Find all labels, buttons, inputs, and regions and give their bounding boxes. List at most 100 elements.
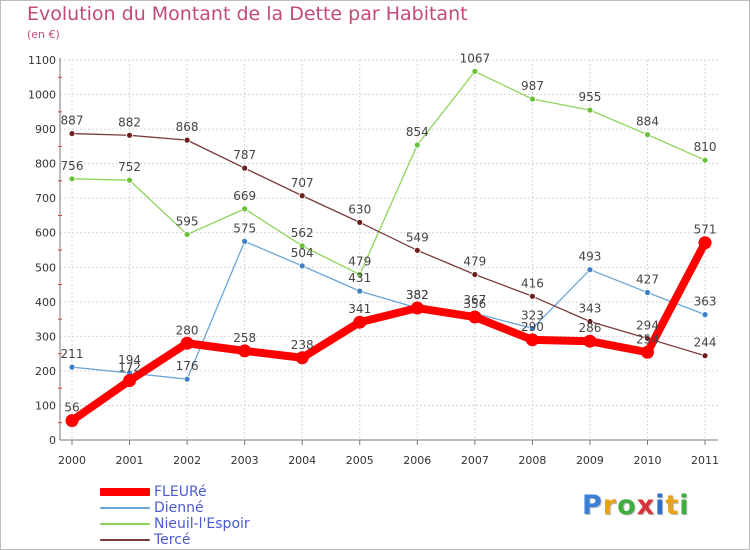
data-point [698,236,712,250]
data-point [126,176,133,184]
data-label: 854 [406,125,429,139]
series-line [71,70,706,276]
unit-label: (en €) [27,28,60,41]
y-tick-label: 0 [49,434,56,447]
legend-swatch [100,507,150,509]
data-point [353,315,367,329]
legend-label: Dienné [154,500,204,516]
data-label: 211 [61,347,84,361]
x-tick-label: 2002 [173,454,201,467]
legend-swatch [100,523,150,525]
y-tick-label: 1000 [28,89,56,102]
data-point [126,131,133,139]
data-label: 194 [118,353,141,367]
axes: 0 100 200 300 400 500 600 700 800 900 1000 1100 2000… [28,54,719,467]
data-label: 504 [291,246,314,260]
x-tick-label: 2007 [461,454,489,467]
data-point [65,414,79,428]
data-point [183,375,191,383]
data-label: 238 [291,338,314,352]
data-label: 810 [694,140,717,154]
chart-title: Evolution du Montant de la Dette par Hab… [27,3,468,25]
data-label: 258 [233,331,256,345]
data-point [183,136,191,144]
legend-item: FLEURé [100,484,250,500]
legend-swatch [100,488,150,496]
data-label: 294 [636,318,659,332]
x-tick-label: 2000 [58,454,86,467]
data-label: 955 [578,90,601,104]
data-point [238,344,252,358]
logo-letter: t [665,490,680,521]
data-label: 172 [118,361,141,375]
logo-letter: x [636,490,656,521]
data-label: 416 [521,276,544,290]
data-point [468,310,482,324]
data-point [586,318,594,325]
data-label: 479 [348,255,371,269]
legend: FLEURé Dienné Nieuil-l'Espoir Tercé [100,484,250,548]
data-label: 290 [521,320,544,334]
legend-item: Nieuil-l'Espoir [100,516,250,532]
data-point [68,175,76,183]
data-label: 382 [406,288,429,302]
legend-label: FLEURé [154,484,207,500]
series-line [71,132,706,357]
grid [60,59,718,440]
data-point [180,336,194,350]
data-point [183,231,191,238]
data-point [701,352,709,360]
data-label: 254 [636,332,659,346]
y-tick-label: 900 [35,123,56,136]
data-point [644,131,651,139]
data-label: 575 [233,221,256,235]
data-point [586,106,594,114]
x-tick-label: 2008 [518,454,546,467]
data-label: 887 [61,114,84,128]
data-label: 669 [233,189,256,203]
data-label: 493 [578,250,601,264]
data-point [241,237,249,245]
logo-letter: i [679,490,690,521]
data-point [241,164,249,172]
data-label: 595 [176,214,199,228]
data-point [413,141,421,149]
legend-label: Tercé [154,532,191,548]
series-line [71,240,706,380]
data-point [525,333,539,347]
data-label: 756 [61,159,84,173]
data-label: 571 [694,223,717,237]
data-label: 549 [406,230,429,244]
data-label: 382 [406,288,429,302]
legend-item: Tercé [100,532,250,548]
logo-letter: o [617,490,637,521]
data-point [586,266,594,274]
x-tick-label: 2004 [288,454,316,467]
data-label: 356 [463,297,486,311]
data-point [583,334,597,348]
data-label: 884 [636,115,659,129]
data-point [295,351,309,365]
y-tick-label: 200 [35,365,56,378]
data-label: 868 [176,120,199,134]
data-point [298,262,306,270]
data-point [68,363,76,371]
data-point [529,292,536,300]
x-tick-label: 2005 [346,454,374,467]
logo-letter: r [602,490,618,521]
y-tick-label: 500 [35,261,56,274]
data-label: 367 [463,293,486,307]
y-tick-label: 700 [35,192,56,205]
data-label: 1067 [460,51,491,65]
data-label: 341 [348,302,371,316]
x-tick-label: 2003 [231,454,259,467]
data-label: 562 [291,226,314,240]
data-point [356,218,364,226]
data-point [641,345,654,359]
data-label: 630 [348,202,371,216]
data-label: 431 [348,271,371,285]
data-point [356,287,364,295]
data-point [298,192,306,200]
data-label: 176 [176,359,199,373]
